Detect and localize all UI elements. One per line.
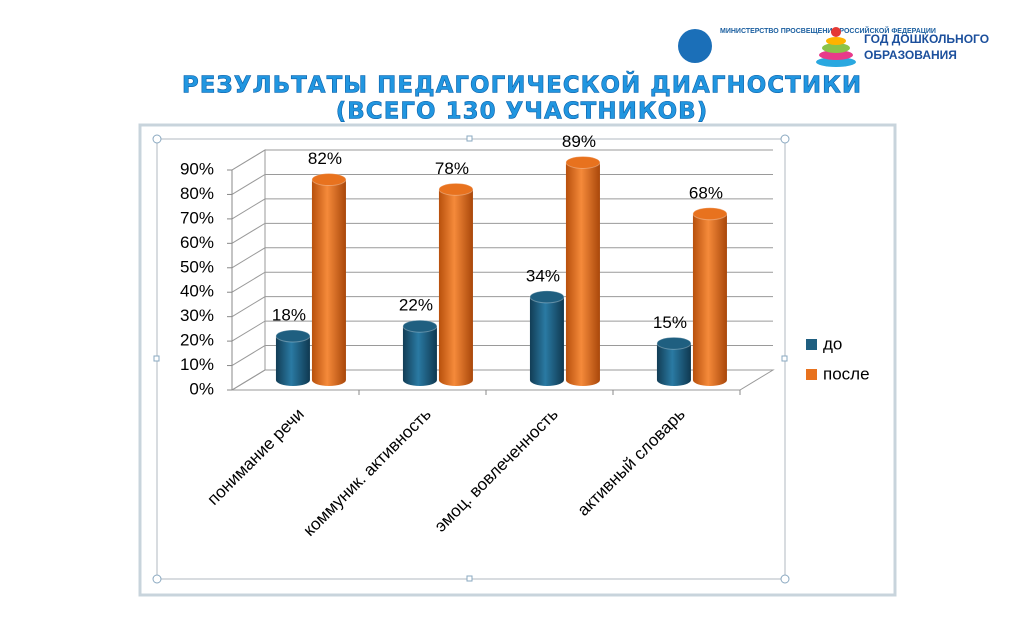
x-tick-label: коммуник. активность xyxy=(300,404,435,539)
bar xyxy=(656,343,691,386)
y-tick-label: 70% xyxy=(180,208,214,227)
y-tick-label: 30% xyxy=(180,306,214,325)
value-label: 78% xyxy=(435,159,469,178)
back-wall xyxy=(231,149,266,391)
bar-top xyxy=(402,319,438,333)
value-label: 68% xyxy=(689,183,723,202)
x-tick-label: эмоц. вовлеченность xyxy=(431,404,562,535)
bar-top xyxy=(275,329,311,343)
value-label: 34% xyxy=(526,266,560,285)
bar xyxy=(275,336,310,386)
y-tick-label: 20% xyxy=(180,331,214,350)
y-tick-label: 10% xyxy=(180,355,214,374)
year-title: ГОД ДОШКОЛЬНОГО xyxy=(864,32,989,46)
chart-subtitle: (ВСЕГО 130 УЧАСТНИКОВ) xyxy=(336,99,708,125)
x-tick-label: понимание речи xyxy=(204,405,308,509)
bar-top xyxy=(438,182,474,196)
y-tick-label: 80% xyxy=(180,184,214,203)
plot: 0% 10% 20% 30% 40% 50% 60% 70% 80% 90% понимание р… xyxy=(180,132,870,540)
grid-line xyxy=(231,222,773,244)
bar-top xyxy=(656,336,692,350)
ministry-logo: МИНИСТЕРСТВО ПРОСВЕЩЕНИЯ РОССИЙСКОЙ ФЕДЕ… xyxy=(678,26,936,63)
bar-top xyxy=(311,173,347,187)
y-tick-label: 50% xyxy=(180,257,214,276)
grid-line xyxy=(231,296,773,318)
y-tick-label: 40% xyxy=(180,282,214,301)
value-label: 22% xyxy=(399,296,433,315)
chart-title: РЕЗУЛЬТАТЫ ПЕДАГОГИЧЕСКОЙ ДИАГНОСТИКИ xyxy=(182,71,862,99)
grid-line xyxy=(231,149,773,171)
ministry-name: МИНИСТЕРСТВО ПРОСВЕЩЕНИЯ РОССИЙСКОЙ ФЕДЕ… xyxy=(720,26,936,35)
bar xyxy=(529,296,564,386)
x-tick-label: активный словарь xyxy=(574,404,689,519)
grid-line xyxy=(231,369,773,391)
legend-label: после xyxy=(823,364,870,383)
bar xyxy=(438,189,473,386)
value-label: 82% xyxy=(308,149,342,168)
grid-line xyxy=(231,198,773,220)
value-label: 18% xyxy=(272,305,306,324)
y-tick-label: 90% xyxy=(180,159,214,178)
legend-swatch xyxy=(806,339,817,350)
bar-top xyxy=(692,207,728,221)
y-tick-label: 60% xyxy=(180,233,214,252)
bar xyxy=(565,162,600,386)
grid-line xyxy=(231,247,773,269)
bar-top xyxy=(565,155,601,169)
bar xyxy=(692,213,727,386)
bar-top xyxy=(529,290,565,304)
bar xyxy=(311,179,346,386)
grid-line xyxy=(231,173,773,195)
y-tick-label: 0% xyxy=(189,379,214,398)
value-label: 89% xyxy=(562,132,596,151)
grid-line xyxy=(231,271,773,293)
grid-line xyxy=(231,320,773,342)
grid-line xyxy=(231,345,773,366)
legend-label: до xyxy=(823,334,842,353)
legend-swatch xyxy=(806,369,817,380)
chart-frame xyxy=(138,123,897,597)
value-label: 15% xyxy=(653,313,687,332)
bar xyxy=(402,326,437,386)
year-logo: ГОД ДОШКОЛЬНОГО ОБРАЗОВАНИЯ xyxy=(816,27,989,67)
year-title: ОБРАЗОВАНИЯ xyxy=(864,48,957,62)
